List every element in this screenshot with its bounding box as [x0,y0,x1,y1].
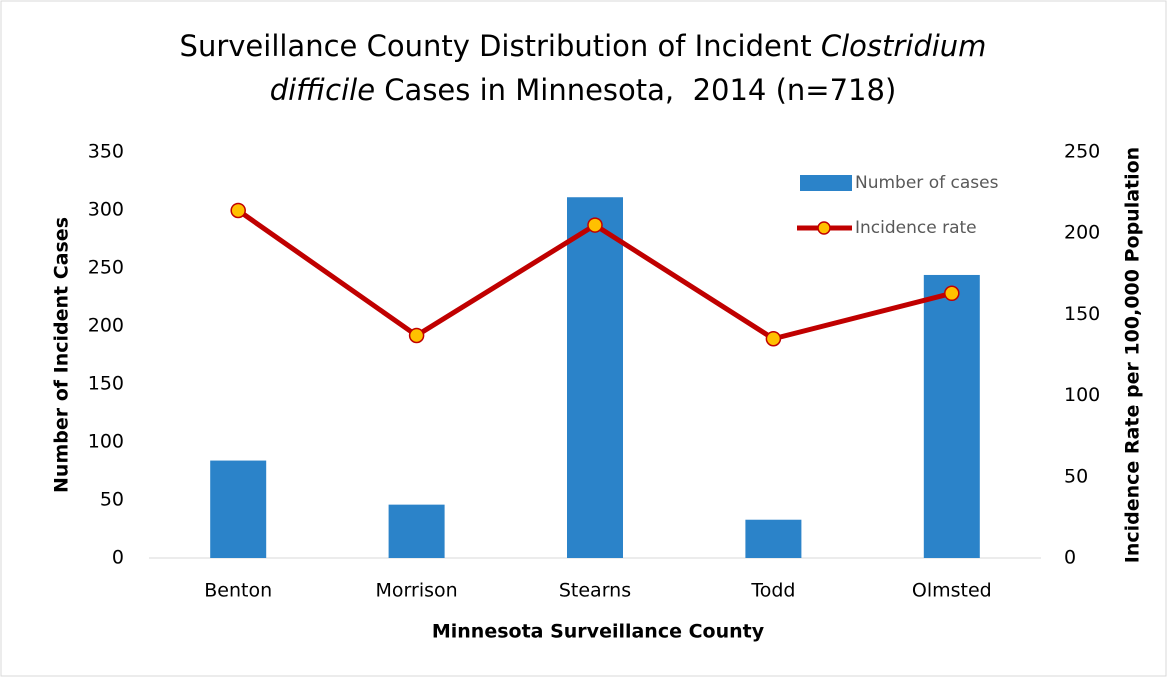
y-tick-label: 50 [100,489,124,511]
y2-tick-label: 150 [1064,303,1100,325]
chart-title: difficile Cases in Minnesota, 2014 (n=71… [270,73,897,107]
x-tick-label: Olmsted [912,580,992,602]
y-tick-label: 200 [88,315,124,337]
y2-tick-label: 0 [1064,547,1076,569]
title-part: Cases in Minnesota, 2014 (n=718) [375,73,896,107]
bar [210,460,267,558]
y-tick-label: 150 [88,373,124,395]
y-axis-title: Number of Incident Cases [51,217,73,493]
title-part: Clostridium [821,29,987,63]
line-marker [765,331,782,347]
y2-tick-label: 200 [1064,222,1100,244]
legend-label: Incidence rate [855,218,977,238]
bar [923,274,980,558]
y-tick-label: 300 [88,199,124,221]
legend-label: Number of cases [855,173,999,193]
bar [745,519,802,558]
x-tick-label: Morrison [376,580,458,602]
title-part: difficile [270,73,375,107]
y-tick-label: 250 [88,257,124,279]
y2-axis-title: Incidence Rate per 100,000 Population [1122,147,1144,563]
line-marker [408,327,425,344]
x-tick-label: Todd [750,580,795,602]
legend-marker [817,221,831,235]
y2-tick-label: 50 [1064,465,1088,487]
y-tick-label: 0 [112,547,124,569]
y-tick-label: 100 [88,431,124,453]
legend-swatch [800,175,852,191]
line-marker [944,285,960,302]
bar [388,504,445,558]
x-tick-label: Benton [204,580,272,602]
line-marker [230,202,246,219]
y-tick-label: 350 [88,141,124,163]
title-part: Surveillance County Distribution of Inci… [180,29,821,63]
y2-tick-label: 100 [1064,384,1100,406]
y2-tick-label: 250 [1064,141,1100,163]
x-tick-label: Stearns [559,580,631,602]
line-marker [587,217,603,233]
chart-title: Surveillance County Distribution of Inci… [180,29,987,63]
x-axis-title: Minnesota Surveillance County [432,621,765,643]
bar [567,197,623,559]
